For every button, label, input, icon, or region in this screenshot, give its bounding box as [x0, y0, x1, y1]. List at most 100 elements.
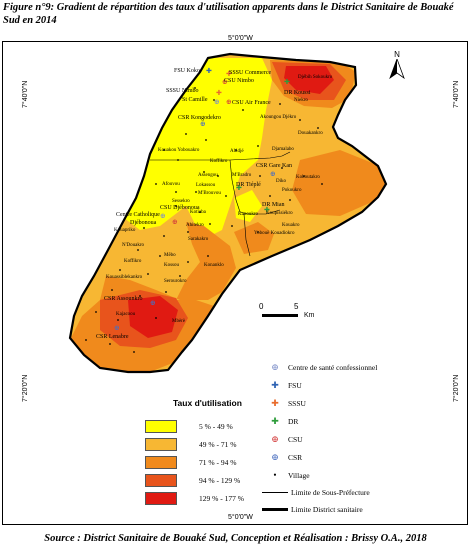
legend-class-label: 94 % - 129 %: [199, 476, 241, 485]
legend-symbol-row: ⊕ CSU: [262, 433, 303, 445]
place-label: Kouassiblekankro: [106, 275, 143, 280]
place-label: Koupissiékro: [266, 211, 293, 216]
csr-symbol: ⊕: [114, 324, 120, 332]
legend-swatch: [145, 474, 177, 487]
csr-symbol: ⊕: [200, 120, 206, 128]
dr-symbol: ✚: [264, 206, 270, 214]
csr-circle-icon: ⊕: [271, 451, 279, 462]
place-label: Koffikro: [210, 159, 228, 164]
figure-source: Source : District Sanitaire de Bouaké Su…: [44, 533, 427, 544]
place-label: Ahitekro: [186, 223, 204, 228]
fsu-cross-icon: ✚: [271, 379, 279, 390]
legend-symbol-label: Village: [288, 470, 310, 480]
place-label: Sessekro: [172, 199, 190, 204]
legend-title: Taux d'utilisation: [173, 398, 242, 408]
place-label: Kajacoou: [116, 312, 136, 317]
place-label: M'Brouvou: [198, 191, 221, 196]
figure-caption: Figure n°9: Gradient de répartition des …: [3, 2, 454, 26]
place-label: Yobouë Kouadiokro: [254, 231, 295, 236]
legend-class-label: 71 % - 94 %: [199, 458, 237, 467]
place-label: CSU Djébonoua: [160, 205, 200, 211]
village-dots: [85, 87, 323, 353]
place-label: Serourokro: [164, 279, 187, 284]
coord-bottom: 5°0'0"W: [228, 514, 253, 521]
scale-bar: 0 5 Km: [259, 302, 322, 324]
place-label: Niekro: [294, 98, 308, 103]
scale-five: 5: [294, 302, 299, 311]
place-label: SSSU Nimbo: [166, 88, 199, 94]
dr-cross-icon: ✚: [271, 415, 279, 426]
subprefecture-boundary: [150, 151, 291, 161]
csu-symbol: ⊕: [226, 98, 232, 106]
place-label: DR Tiéplé: [236, 182, 261, 188]
legend-symbol-row: • Village: [262, 469, 310, 481]
north-arrow-icon: N: [388, 50, 406, 80]
dr-symbol: ✚: [236, 184, 242, 192]
legend-symbol-row: ⊕ Centre de santé confessionnel: [262, 361, 377, 373]
legend-swatch: [145, 438, 177, 451]
place-label: Koffikro: [124, 259, 142, 264]
place-label: St Camille: [182, 97, 208, 103]
place-label: Djébih Sokoukro: [298, 75, 333, 80]
legend-class-row: 71 % - 94 %: [145, 456, 237, 469]
place-labels: FSU Koko SSSU Commerce CSU Nimbo Djébih …: [96, 68, 333, 340]
place-label: Assengou: [198, 173, 218, 178]
place-label: CSU Nimbo: [224, 78, 254, 84]
legend-swatch: [145, 492, 177, 505]
legend-line-row: Limite District sanitaire: [262, 503, 363, 515]
sssu-symbol: ✚: [216, 89, 222, 97]
legend-line-label: Limite de Sous-Préfecture: [291, 487, 370, 497]
place-label: Douakankro: [298, 131, 323, 136]
place-label: Ahidjé: [230, 149, 244, 154]
legend-symbol-row: ✚ SSSU: [262, 397, 306, 409]
scale-zero: 0: [259, 302, 264, 311]
place-label: Mêbo: [164, 253, 176, 258]
legend-class-row: 129 % - 177 %: [145, 492, 244, 505]
legend-class-label: 49 % - 71 %: [199, 440, 237, 449]
subprefecture-boundary: [229, 159, 281, 215]
place-label: Djamalabo: [272, 147, 294, 152]
subprefecture-line-icon: [262, 491, 288, 493]
legend-class-row: 5 % - 49 %: [145, 420, 233, 433]
north-arrow-shape: [389, 57, 405, 80]
place-label: Lokassou: [196, 183, 216, 188]
place-label: Sarakakro: [188, 237, 209, 242]
place-label: Konanklo: [204, 263, 224, 268]
scale-unit: Km: [304, 312, 315, 319]
legend-symbol-label: FSU: [288, 380, 302, 390]
place-label: Kouapriko: [114, 228, 136, 233]
legend-symbol-label: CSU: [288, 434, 303, 444]
legend-symbol-row: ⊕ CSR: [262, 451, 302, 463]
legend-class-row: 49 % - 71 %: [145, 438, 237, 451]
north-label: N: [394, 50, 400, 59]
place-label: SSSU Commerce: [229, 70, 272, 76]
place-label: CSR Kongodekro: [178, 115, 221, 121]
place-label: CSU Air France: [232, 100, 271, 106]
village-dot-icon: •: [273, 470, 277, 480]
facility-symbols: ✚ ✚ ⊕ ✚ ✚ ⊕ ⊕ ⊕ ⊕ ✚ ✚ ⊕ ⊕ ⊕ ⊕: [114, 67, 290, 332]
place-label: CSR Gare Kan: [256, 163, 292, 169]
fsu-symbol: ✚: [206, 67, 212, 75]
place-label: Pokoukro: [282, 188, 302, 193]
legend-class-row: 94 % - 129 %: [145, 474, 240, 487]
zone-71-94: [234, 222, 274, 254]
place-label: CSR Assounkro: [104, 296, 143, 302]
confessional-center-icon: ⊕: [271, 361, 279, 372]
csu-circle-icon: ⊕: [271, 433, 279, 444]
place-label: Afouvou: [162, 182, 180, 187]
map-frame: [2, 41, 468, 525]
zone-71-94: [292, 150, 386, 216]
place-label: Diko: [276, 179, 287, 184]
district-line-icon: [262, 507, 288, 511]
dr-symbol: ✚: [284, 78, 290, 86]
legend-symbol-row: ✚ DR: [262, 415, 298, 427]
legend-swatch: [145, 420, 177, 433]
confessional-symbol: ⊕: [160, 212, 166, 220]
place-label: Kouakro: [282, 223, 300, 228]
place-label: N'Douakro: [122, 243, 145, 248]
zone-129-177: [284, 66, 334, 94]
place-label: Kossou: [164, 263, 180, 268]
sssu-cross-icon: ✚: [271, 397, 279, 408]
coord-top: 5°0'0"W: [228, 35, 253, 42]
place-label: Centre Catholique: [116, 212, 160, 218]
